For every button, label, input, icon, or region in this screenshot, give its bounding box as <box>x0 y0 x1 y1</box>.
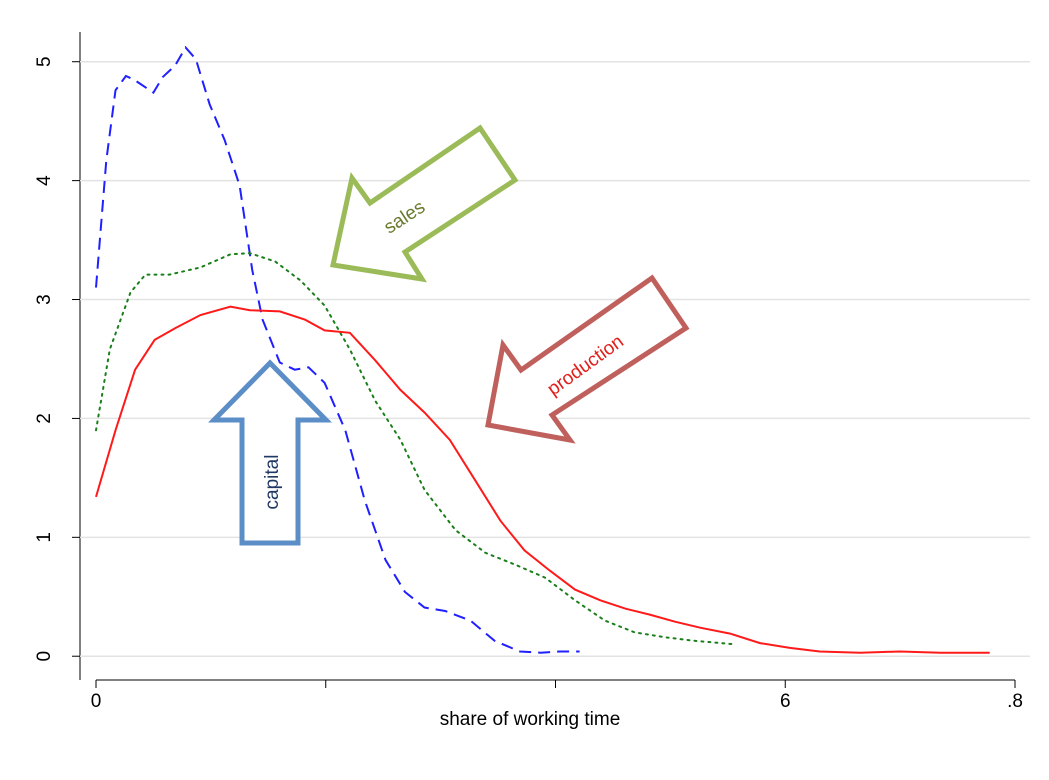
x-tick-label: .8 <box>1007 691 1023 712</box>
y-tick-label: 0 <box>34 651 55 662</box>
y-tick-label: 1 <box>34 532 55 543</box>
y-tick-label: 2 <box>34 413 55 424</box>
sales-arrow <box>329 124 519 283</box>
series-line <box>95 305 990 654</box>
series-line <box>95 252 736 646</box>
x-tick-label: 6 <box>780 691 791 712</box>
annotation-capital: capital <box>262 455 283 510</box>
y-tick-label: 3 <box>34 294 55 305</box>
capital-arrow <box>208 359 332 546</box>
y-tick-label: 5 <box>34 56 55 67</box>
x-axis-title: share of working time <box>440 709 621 730</box>
x-tick-label: 0 <box>91 691 102 712</box>
production-arrow <box>485 274 690 444</box>
series-line <box>95 45 580 654</box>
y-tick-label: 4 <box>34 175 55 186</box>
